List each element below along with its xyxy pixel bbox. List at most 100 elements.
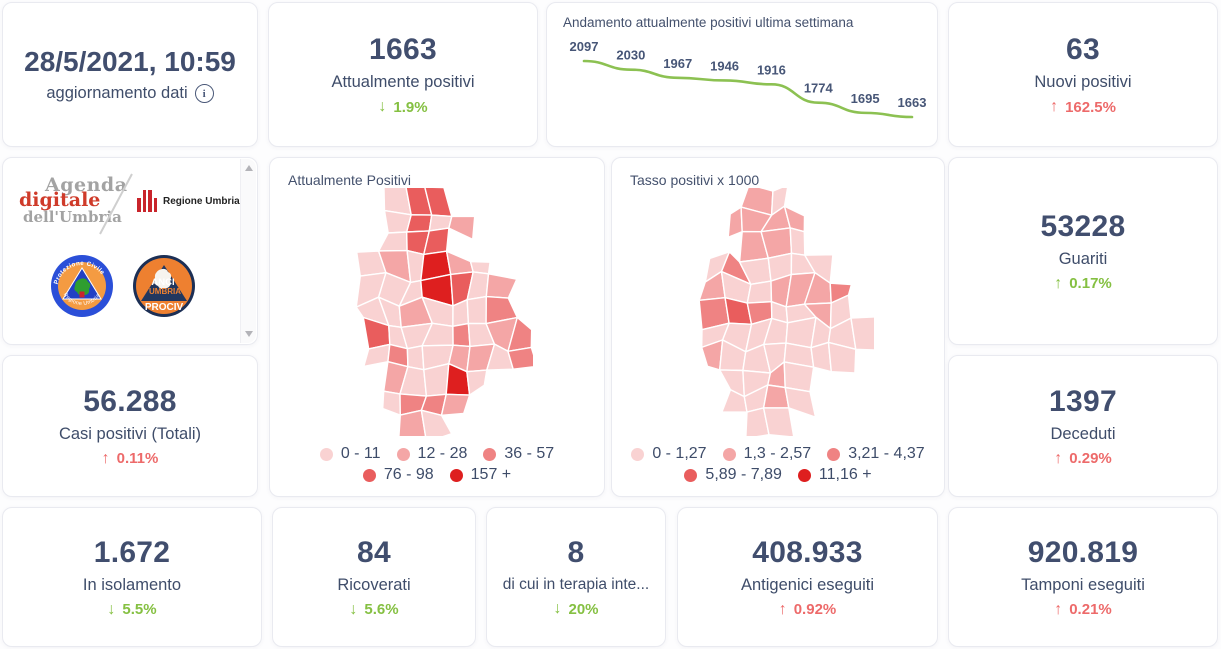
update-label: aggiornamento dati bbox=[46, 84, 188, 102]
map-title: Attualmente Positivi bbox=[288, 172, 411, 188]
legend-label: 157 + bbox=[470, 466, 512, 483]
map-legend: 0 - 1,27 1,3 - 2,57 3,21 - 4,37 5,89 - 7,89… bbox=[612, 445, 944, 484]
regione-umbria-logo: Regione Umbria bbox=[137, 190, 240, 212]
map-municipality[interactable] bbox=[440, 393, 471, 417]
map-municipality[interactable] bbox=[827, 341, 857, 374]
map-municipality[interactable] bbox=[746, 280, 773, 304]
map-municipality[interactable] bbox=[445, 250, 474, 276]
stat-value: 63 bbox=[1066, 33, 1100, 66]
legend-item: 5,89 - 7,89 bbox=[684, 466, 782, 484]
stat-label: In isolamento bbox=[82, 575, 182, 594]
stat-label: di cui in terapia inte... bbox=[502, 576, 650, 593]
regione-umbria-crest-icon bbox=[137, 190, 157, 212]
legend-label: 11,16 + bbox=[818, 466, 872, 483]
update-label-row: aggiornamento dati i bbox=[46, 84, 214, 103]
trend-line-chart: 2097 2030 1967 1946 1916 1774 1695 1663 bbox=[570, 39, 926, 119]
stat-value: 920.819 bbox=[1027, 535, 1139, 569]
legend-dot-icon bbox=[827, 447, 841, 461]
legend-item: 12 - 28 bbox=[396, 445, 467, 463]
choropleth-map-tasso[interactable] bbox=[682, 188, 874, 436]
map-municipality[interactable] bbox=[382, 390, 401, 416]
map-municipality[interactable] bbox=[485, 273, 518, 299]
map-municipality[interactable] bbox=[363, 343, 391, 368]
stat-value: 84 bbox=[357, 535, 391, 569]
stat-delta: ↑ 162.5% bbox=[1050, 98, 1116, 116]
svg-text:1967: 1967 bbox=[663, 56, 692, 71]
legend-item: 1,3 - 2,57 bbox=[722, 445, 811, 463]
svg-text:ANCI: ANCI bbox=[151, 277, 174, 288]
trend-arrow-icon: ↑ bbox=[778, 600, 787, 618]
trend-arrow-icon: ↑ bbox=[1054, 449, 1063, 467]
card-deceduti: 1397 Deceduti ↑ 0.29% bbox=[948, 355, 1218, 497]
map-municipality[interactable] bbox=[406, 345, 425, 371]
map-municipality[interactable] bbox=[789, 227, 806, 256]
stat-label: Nuovi positivi bbox=[1034, 73, 1132, 91]
legend-item: 157 + bbox=[449, 466, 512, 484]
map-municipality[interactable] bbox=[377, 231, 408, 252]
map-municipality[interactable] bbox=[507, 346, 533, 370]
stat-label: Antigenici eseguiti bbox=[741, 575, 874, 594]
legend-label: 0 - 11 bbox=[340, 445, 381, 462]
map-municipality[interactable] bbox=[423, 362, 450, 397]
map-municipality[interactable] bbox=[448, 215, 476, 241]
map-municipality[interactable] bbox=[398, 409, 427, 436]
info-icon[interactable]: i bbox=[194, 84, 214, 103]
legend-label: 3,21 - 4,37 bbox=[848, 445, 925, 462]
map-municipality[interactable] bbox=[466, 295, 488, 325]
map-municipality[interactable] bbox=[727, 206, 743, 238]
card-attualmente-positivi: 1663 Attualmente positivi ↓ 1.9% bbox=[268, 2, 538, 147]
map-municipality[interactable] bbox=[466, 369, 488, 396]
map-municipality[interactable] bbox=[405, 214, 433, 233]
legend-label: 0 - 1,27 bbox=[652, 445, 707, 462]
map-municipality[interactable] bbox=[762, 407, 795, 436]
stat-delta-value: 0.21% bbox=[1069, 601, 1112, 618]
stat-label: Casi positivi (Totali) bbox=[58, 424, 202, 443]
stat-value: 1663 bbox=[369, 33, 437, 66]
legend-item: 11,16 + bbox=[797, 466, 872, 484]
stat-delta-value: 0.11% bbox=[116, 450, 159, 467]
anci-umbria-shape bbox=[154, 268, 172, 290]
map-municipality[interactable] bbox=[420, 409, 453, 436]
scrollbar[interactable] bbox=[240, 159, 256, 343]
legend-row: 0 - 11 12 - 28 36 - 57 bbox=[319, 445, 554, 463]
trend-arrow-icon: ↑ bbox=[1050, 98, 1059, 115]
stat-delta-value: 162.5% bbox=[1065, 98, 1116, 116]
legend-label: 76 - 98 bbox=[383, 466, 434, 483]
card-trend-chart: Andamento attualmente positivi ultima se… bbox=[546, 2, 938, 147]
card-antigenici: 408.933 Antigenici eseguiti ↑ 0.92% bbox=[677, 507, 938, 647]
scroll-up-icon[interactable] bbox=[244, 165, 253, 171]
stat-value: 1.672 bbox=[93, 535, 171, 569]
pc-umbria-shape bbox=[74, 278, 91, 296]
map-municipality[interactable] bbox=[784, 386, 817, 418]
stat-delta-value: 1.9% bbox=[393, 98, 428, 116]
choropleth-map-attualmente[interactable] bbox=[341, 188, 533, 436]
stat-label: Tamponi eseguiti bbox=[1021, 575, 1145, 594]
stat-delta-value: 5.5% bbox=[122, 601, 157, 618]
svg-text:1774: 1774 bbox=[804, 81, 834, 96]
stat-value: 408.933 bbox=[752, 535, 863, 569]
legend-dot-icon bbox=[631, 447, 645, 461]
legend-dot-icon bbox=[483, 447, 497, 461]
svg-text:1695: 1695 bbox=[851, 91, 880, 106]
stat-delta: ↑ 0.29% bbox=[1054, 450, 1112, 468]
stat-delta: ↓ 1.9% bbox=[378, 98, 427, 116]
stat-delta: ↑ 0.11% bbox=[102, 450, 159, 468]
map-municipality[interactable] bbox=[783, 361, 815, 393]
stat-delta: ↓ 20% bbox=[553, 600, 598, 618]
legend-row: 0 - 1,27 1,3 - 2,57 3,21 - 4,37 bbox=[631, 445, 925, 463]
map-municipality[interactable] bbox=[850, 316, 874, 351]
svg-text:2030: 2030 bbox=[616, 48, 645, 63]
map-legend: 0 - 11 12 - 28 36 - 57 76 - 98 157 + bbox=[270, 445, 604, 484]
map-municipality[interactable] bbox=[452, 322, 471, 348]
agenda-digitale-logo: Agenda digitale dell'Umbria bbox=[19, 174, 128, 226]
stat-value: 8 bbox=[567, 536, 585, 569]
trend-arrow-icon: ↑ bbox=[1054, 600, 1063, 618]
card-casi-totali: 56.288 Casi positivi (Totali) ↑ 0.11% bbox=[2, 355, 258, 497]
card-ricoverati: 84 Ricoverati ↓ 5.6% bbox=[272, 507, 476, 647]
stat-label: Ricoverati bbox=[337, 575, 411, 594]
scroll-down-icon[interactable] bbox=[244, 331, 253, 337]
legend-label: 5,89 - 7,89 bbox=[705, 466, 782, 483]
card-in-isolamento: 1.672 In isolamento ↓ 5.5% bbox=[2, 507, 262, 647]
trend-arrow-icon: ↓ bbox=[378, 98, 387, 115]
legend-item: 3,21 - 4,37 bbox=[827, 445, 925, 463]
